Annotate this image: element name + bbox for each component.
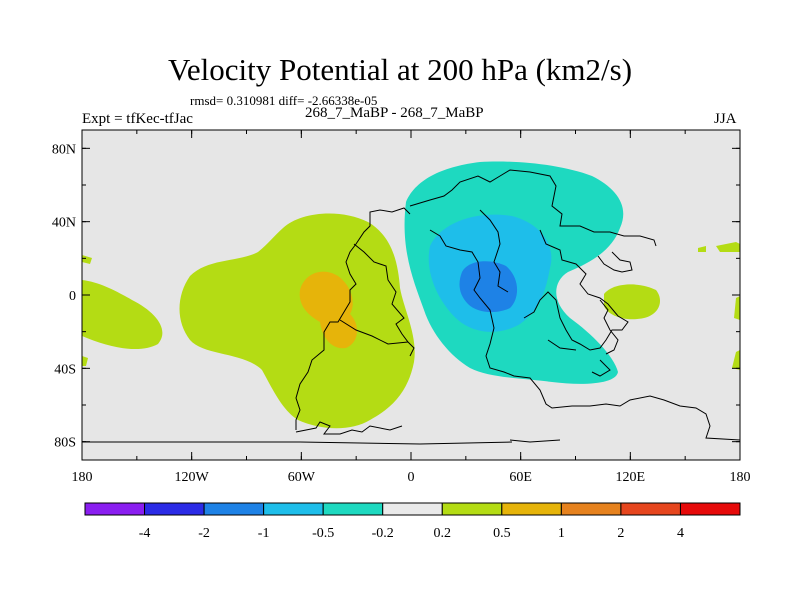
x-tick-label: 180 xyxy=(72,470,93,485)
colorbar-swatch xyxy=(322,502,384,516)
x-tick-label: 60E xyxy=(509,470,532,485)
y-tick-label: 40N xyxy=(52,216,76,231)
land-outlines xyxy=(82,169,740,445)
y-tick-label: 0 xyxy=(69,289,76,304)
colorbar-swatch xyxy=(679,502,741,516)
colorbar-swatch xyxy=(84,502,146,516)
colorbar-label: 0.5 xyxy=(493,526,511,541)
colorbar-swatch xyxy=(441,502,503,516)
contour-positive-west-tip xyxy=(82,280,163,350)
colorbar-swatch xyxy=(620,502,681,516)
colorbar-swatch xyxy=(560,502,622,516)
contour-negative-east-core xyxy=(459,261,518,313)
colorbar: -4 -2 -1 -0.5 -0.2 0.2 0.5 1 2 4 xyxy=(84,502,741,541)
y-tick-label: 40S xyxy=(54,362,76,377)
colorbar-swatch xyxy=(203,502,265,516)
x-axis: 180 120W 60W 0 60E 120E 180 xyxy=(72,130,751,485)
stats-label: rmsd= 0.310981 diff= -2.66338e-05 xyxy=(190,93,378,108)
x-tick-label: 120W xyxy=(175,470,210,485)
experiment-label: Expt = tfKec-tfJac xyxy=(82,111,193,127)
colorbar-label: -0.5 xyxy=(312,526,334,541)
case-label: 268_7_MaBP - 268_7_MaBP xyxy=(305,105,484,121)
colorbar-label: 0.2 xyxy=(434,526,452,541)
colorbar-label: -2 xyxy=(198,526,210,541)
colorbar-label: -0.2 xyxy=(372,526,394,541)
x-tick-label: 0 xyxy=(408,470,415,485)
contour-fill xyxy=(82,161,740,445)
contour-positive-west-core xyxy=(299,271,358,349)
colorbar-swatch xyxy=(263,502,324,516)
y-axis: 80N 40N 0 40S 80S xyxy=(52,142,740,451)
colorbar-label: -1 xyxy=(258,526,270,541)
x-tick-label: 60W xyxy=(288,470,316,485)
contour-positive-east xyxy=(604,284,660,320)
colorbar-label: 2 xyxy=(617,526,624,541)
x-tick-label: 180 xyxy=(730,470,751,485)
x-tick-label: 120E xyxy=(616,470,646,485)
colorbar-swatch xyxy=(501,502,562,516)
season-label: JJA xyxy=(714,111,737,127)
plot-title: Velocity Potential at 200 hPa (km2/s) xyxy=(167,52,633,87)
y-tick-label: 80S xyxy=(54,436,76,451)
colorbar-swatch xyxy=(382,502,443,516)
colorbar-label: 1 xyxy=(558,526,565,541)
colorbar-label: -4 xyxy=(139,526,151,541)
contour-positive-west xyxy=(179,213,415,429)
y-tick-label: 80N xyxy=(52,142,76,157)
colorbar-label: 4 xyxy=(677,526,684,541)
colorbar-swatch xyxy=(144,502,205,516)
